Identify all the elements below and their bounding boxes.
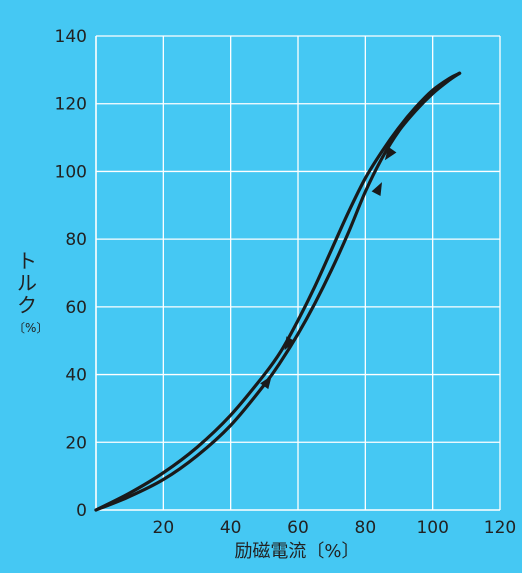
y-tick-label: 140 bbox=[55, 27, 87, 47]
y-tick-label: 40 bbox=[65, 366, 87, 386]
y-tick-label: 60 bbox=[65, 298, 87, 318]
x-tick-label: 100 bbox=[416, 518, 448, 538]
y-tick-label: 100 bbox=[55, 162, 87, 182]
x-tick-label: 20 bbox=[153, 518, 175, 538]
direction-arrow-increasing bbox=[372, 180, 387, 196]
x-tick-labels: 20 40 60 80 100 120 bbox=[153, 518, 517, 538]
y-tick-label: 80 bbox=[65, 230, 87, 250]
x-tick-label: 40 bbox=[220, 518, 242, 538]
series-line-increasing bbox=[96, 73, 460, 510]
y-tick-label: 0 bbox=[76, 501, 87, 521]
x-tick-label: 120 bbox=[484, 518, 516, 538]
y-axis-label-char-1: ト bbox=[17, 249, 37, 273]
series-line-decreasing bbox=[96, 73, 460, 510]
grid bbox=[96, 36, 500, 510]
x-axis-label: 励磁電流〔%〕 bbox=[234, 541, 359, 562]
y-tick-label: 120 bbox=[55, 95, 87, 115]
y-tick-label: 20 bbox=[65, 433, 87, 453]
x-tick-label: 60 bbox=[287, 518, 309, 538]
y-axis-unit: 〔%〕 bbox=[13, 321, 48, 335]
y-axis-label-char-3: ク bbox=[17, 293, 37, 317]
series-layer bbox=[96, 73, 460, 510]
x-tick-label: 80 bbox=[355, 518, 377, 538]
y-tick-labels: 0 20 40 60 80 100 120 140 bbox=[55, 27, 87, 521]
y-axis-label-char-2: ル bbox=[17, 271, 37, 295]
